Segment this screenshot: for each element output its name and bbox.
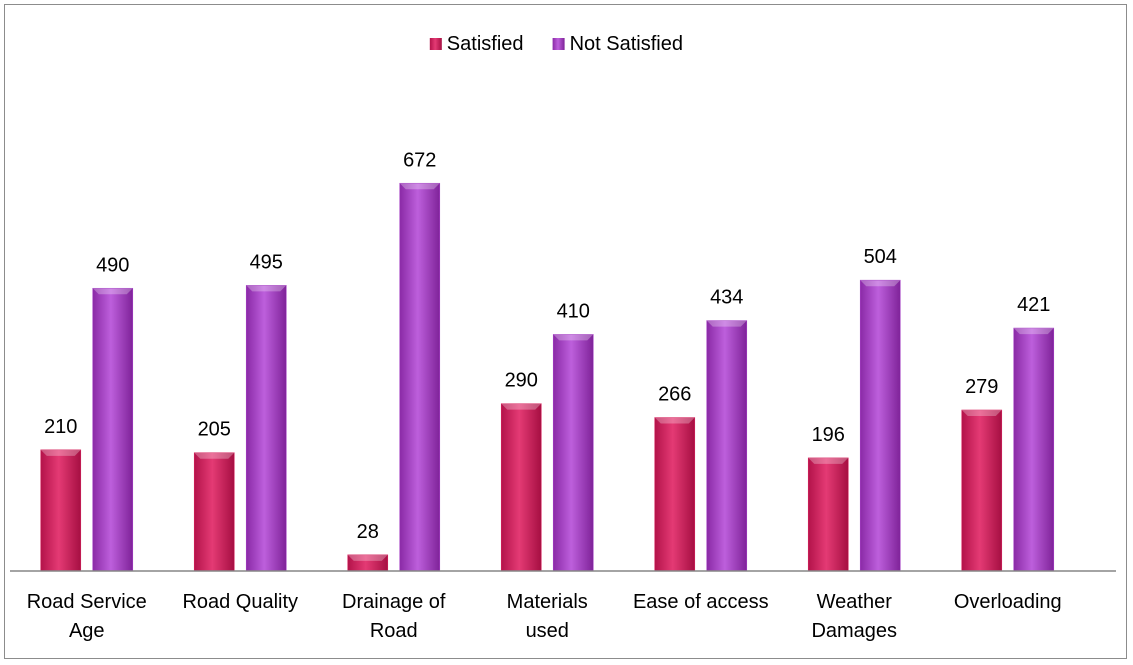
data-label-satisfied-5: 196 — [812, 424, 845, 446]
bar-not-satisfied-4 — [706, 320, 748, 572]
legend: Satisfied Not Satisfied — [429, 33, 683, 55]
bar-not-satisfied-1 — [245, 285, 287, 572]
legend-item-satisfied: Satisfied — [429, 33, 524, 55]
bars-group — [40, 182, 1055, 572]
data-labels-group: 210 490 205 495 28 672 290 410 266 434 196 504 279 42… — [44, 149, 1050, 543]
bar-satisfied-0 — [40, 449, 82, 572]
bar-not-satisfied-5 — [859, 279, 901, 572]
bar-satisfied-4 — [654, 417, 696, 572]
category-label-0: Road Service Age — [27, 591, 147, 642]
bar-satisfied-5 — [807, 457, 849, 572]
bar-not-satisfied-0 — [92, 287, 134, 572]
legend-item-not-satisfied: Not Satisfied — [552, 33, 683, 55]
category-label-5: Weather Damages — [811, 591, 897, 642]
legend-label: Satisfied — [447, 33, 524, 55]
data-label-satisfied-0: 210 — [44, 416, 77, 438]
data-label-satisfied-4: 266 — [658, 384, 691, 406]
data-label-satisfied-1: 205 — [198, 419, 231, 441]
category-labels-group: Road Service Age Road Quality Drainage of Ro… — [27, 591, 1062, 642]
legend-label: Not Satisfied — [570, 33, 683, 55]
bar-satisfied-3 — [500, 403, 542, 572]
bar-not-satisfied-3 — [552, 334, 594, 572]
category-label-2: Drainage of Road — [342, 591, 446, 642]
chart-frame: Satisfied Not Satisfied 210 490 205 495 28 672… — [4, 4, 1127, 659]
category-label-6: Overloading — [954, 591, 1062, 613]
data-label-satisfied-3: 290 — [505, 370, 538, 392]
data-label-not-satisfied-0: 490 — [96, 254, 129, 276]
bar-satisfied-1 — [193, 452, 235, 572]
data-label-not-satisfied-4: 434 — [710, 287, 743, 309]
bar-satisfied-6 — [961, 409, 1003, 572]
data-label-not-satisfied-3: 410 — [557, 300, 590, 322]
category-label-3: Materials used — [507, 591, 588, 642]
legend-swatch — [429, 38, 442, 50]
data-label-satisfied-2: 28 — [357, 521, 379, 543]
data-label-not-satisfied-6: 421 — [1017, 294, 1050, 316]
data-label-not-satisfied-2: 672 — [403, 149, 436, 171]
data-label-not-satisfied-1: 495 — [250, 251, 283, 273]
legend-swatch — [552, 38, 565, 50]
bar-not-satisfied-2 — [399, 182, 441, 572]
data-label-satisfied-6: 279 — [965, 376, 998, 398]
data-label-not-satisfied-5: 504 — [864, 246, 897, 268]
category-label-4: Ease of access — [633, 591, 769, 613]
bar-not-satisfied-6 — [1013, 327, 1055, 572]
bar-satisfied-2 — [347, 554, 389, 572]
bar-chart: Satisfied Not Satisfied 210 490 205 495 28 672… — [10, 33, 1116, 642]
category-label-1: Road Quality — [182, 591, 298, 613]
